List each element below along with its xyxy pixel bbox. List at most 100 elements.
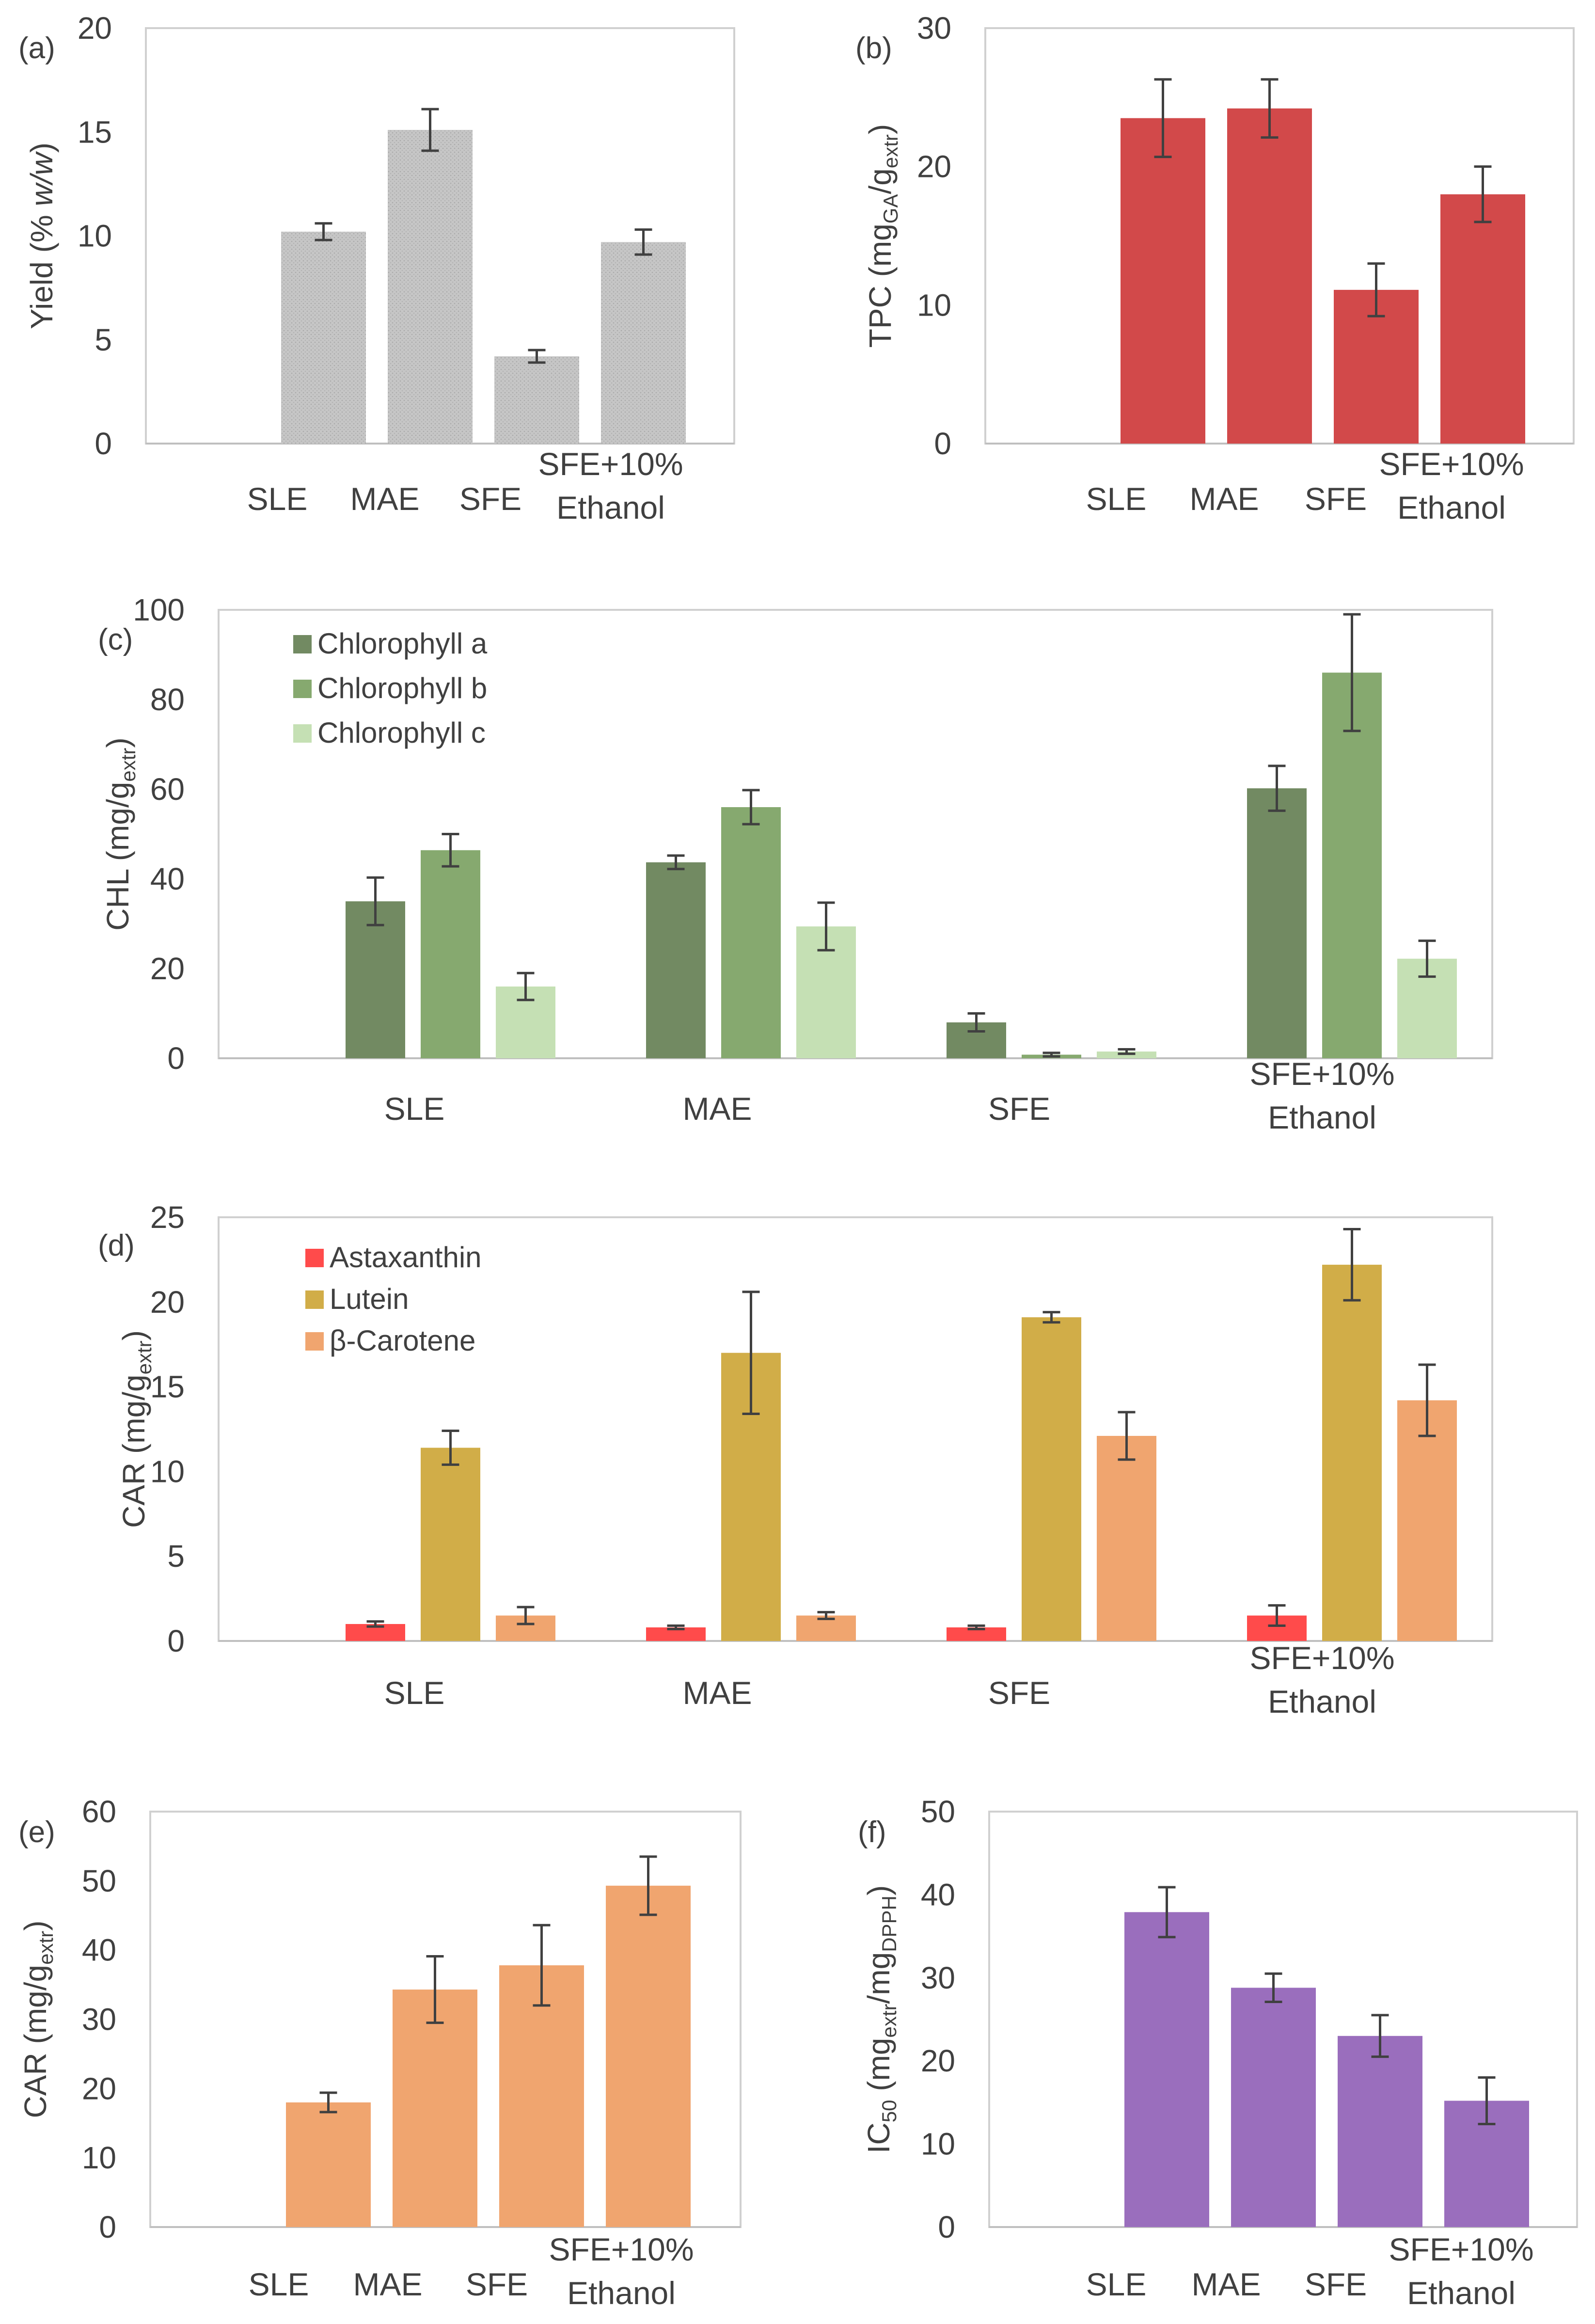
x-tick-label: SFE xyxy=(988,1675,1050,1711)
bar-b-0-0 xyxy=(1121,118,1205,444)
error-bar xyxy=(1118,1411,1136,1461)
bar-c-1-1 xyxy=(721,807,781,1058)
y-tick-label: 20 xyxy=(150,1285,185,1320)
error-bar xyxy=(667,1624,685,1631)
chart-f: 0 10 20 30 40 50 (f) SLE MAE SFE SFE+10% Ethanol IC5… xyxy=(858,1794,1578,2311)
error-bar xyxy=(1268,1604,1286,1627)
y-tick-label: 50 xyxy=(921,1794,955,1829)
x-tick-label: SLE xyxy=(1086,2266,1147,2302)
error-bar xyxy=(315,222,332,241)
y-tick-label: 100 xyxy=(133,592,185,627)
y-tick-label: 0 xyxy=(99,2210,116,2244)
error-bar xyxy=(1343,613,1361,732)
y-tick-label: 30 xyxy=(82,2002,116,2037)
bar-d-1-2 xyxy=(1022,1317,1081,1641)
legend-swatch xyxy=(293,724,312,743)
y-tick-label: 0 xyxy=(934,426,951,461)
y-tick-label: 15 xyxy=(150,1369,185,1404)
y-tick-label: 10 xyxy=(78,219,112,254)
y-tick-label: 0 xyxy=(938,2210,955,2244)
legend-swatch xyxy=(293,635,312,653)
chart-e: 0 10 20 30 40 50 60 (e) SLE MAE SFE SFE+10% Ethanol C… xyxy=(18,1794,742,2311)
y-tick-label: 20 xyxy=(917,149,951,184)
y-tick-label: 10 xyxy=(150,1454,185,1489)
error-bar xyxy=(967,1012,985,1033)
y-tick-label: 5 xyxy=(95,322,112,357)
bar-b-0-1 xyxy=(1227,108,1312,444)
error-bar xyxy=(421,108,439,152)
error-bar xyxy=(817,1611,835,1621)
bar-e-0-0 xyxy=(286,2102,371,2227)
panel-label: (b) xyxy=(855,32,892,65)
bar-d-1-0 xyxy=(421,1448,480,1641)
error-bar xyxy=(442,1429,459,1466)
x-tick-label: MAE xyxy=(1189,481,1259,517)
x-tick-label: SFE+10% Ethanol xyxy=(1250,1640,1395,1719)
y-tick-label: 60 xyxy=(82,1794,116,1829)
y-axis-title: IC50 (mgextr/mgDPPH) xyxy=(861,1885,900,2153)
legend-label: β-Carotene xyxy=(330,1324,475,1357)
x-tick-label: SLE xyxy=(1086,481,1147,517)
error-bar xyxy=(817,901,835,952)
x-tick-label: MAE xyxy=(353,2266,422,2302)
error-bar xyxy=(1371,2014,1389,2058)
error-bar xyxy=(517,1606,535,1625)
panel-label: (d) xyxy=(98,1229,135,1262)
bar-a-0-2 xyxy=(494,356,579,444)
error-bar xyxy=(1418,939,1436,978)
chart-d: 0 5 10 15 20 25 (d) SLE MAE SFE SFE+10% Ethanol CAR … xyxy=(98,1200,1493,1719)
legend: Astaxanthin Lutein β-Carotene xyxy=(305,1241,482,1357)
x-tick-label: SLE xyxy=(247,481,308,517)
legend-label: Lutein xyxy=(330,1283,409,1315)
bar-e-0-3 xyxy=(606,1885,691,2227)
error-bar xyxy=(967,1624,985,1631)
error-bar xyxy=(517,971,535,1002)
error-bar xyxy=(1343,1227,1361,1302)
x-tick-label: SFE xyxy=(1305,2266,1367,2302)
y-tick-label: 20 xyxy=(82,2071,116,2106)
bar-d-2-2 xyxy=(1097,1435,1156,1641)
x-tick-label: SFE xyxy=(466,2266,528,2302)
y-axis-title: CAR (mg/gextr) xyxy=(18,1921,57,2118)
error-bar xyxy=(1158,1886,1176,1939)
y-tick-label: 30 xyxy=(921,1960,955,1995)
y-tick-label: 10 xyxy=(82,2140,116,2175)
bar-e-0-2 xyxy=(499,1965,584,2227)
error-bar xyxy=(639,1855,657,1916)
y-tick-label: 20 xyxy=(78,11,112,46)
x-tick-label: SFE xyxy=(459,481,521,517)
error-bar xyxy=(1042,1051,1060,1058)
bar-e-0-1 xyxy=(393,1990,477,2227)
y-tick-label: 10 xyxy=(917,287,951,322)
legend-label: Chlorophyll b xyxy=(317,672,487,704)
legend-swatch xyxy=(305,1290,324,1309)
bar-f-0-1 xyxy=(1231,1988,1316,2227)
error-bar xyxy=(1042,1311,1060,1324)
chart-a: 0 5 10 15 20 (a) SLE MAE SFE SFE+10% Ethanol Yield … xyxy=(18,11,735,525)
bar-c-0-3 xyxy=(1247,788,1307,1058)
x-tick-label: SLE xyxy=(384,1675,445,1711)
y-axis-title: Yield (% w/w) xyxy=(24,143,59,329)
bar-a-0-3 xyxy=(601,242,686,444)
panel-label: (c) xyxy=(98,623,133,656)
error-bar xyxy=(366,876,384,926)
y-tick-label: 80 xyxy=(150,682,185,717)
y-axis-title: CHL (mg/gextr) xyxy=(100,737,140,930)
x-tick-label: SFE+10% Ethanol xyxy=(538,446,683,525)
bar-c-0-0 xyxy=(346,901,405,1058)
y-tick-label: 60 xyxy=(150,772,185,807)
y-tick-label: 25 xyxy=(150,1200,185,1235)
x-tick-label: MAE xyxy=(350,481,419,517)
error-bar xyxy=(1264,1972,1282,2004)
x-tick-label: MAE xyxy=(682,1675,752,1711)
error-bar xyxy=(1268,764,1286,812)
bar-c-1-3 xyxy=(1322,672,1382,1058)
error-bar xyxy=(1261,78,1279,139)
error-bar xyxy=(1154,78,1172,159)
x-tick-label: SFE+10% Ethanol xyxy=(1389,2231,1534,2311)
legend-swatch xyxy=(305,1332,324,1351)
error-bar xyxy=(667,854,685,871)
x-tick-label: SFE xyxy=(1305,481,1367,517)
y-tick-label: 0 xyxy=(167,1041,185,1076)
bar-a-0-0 xyxy=(281,231,366,444)
